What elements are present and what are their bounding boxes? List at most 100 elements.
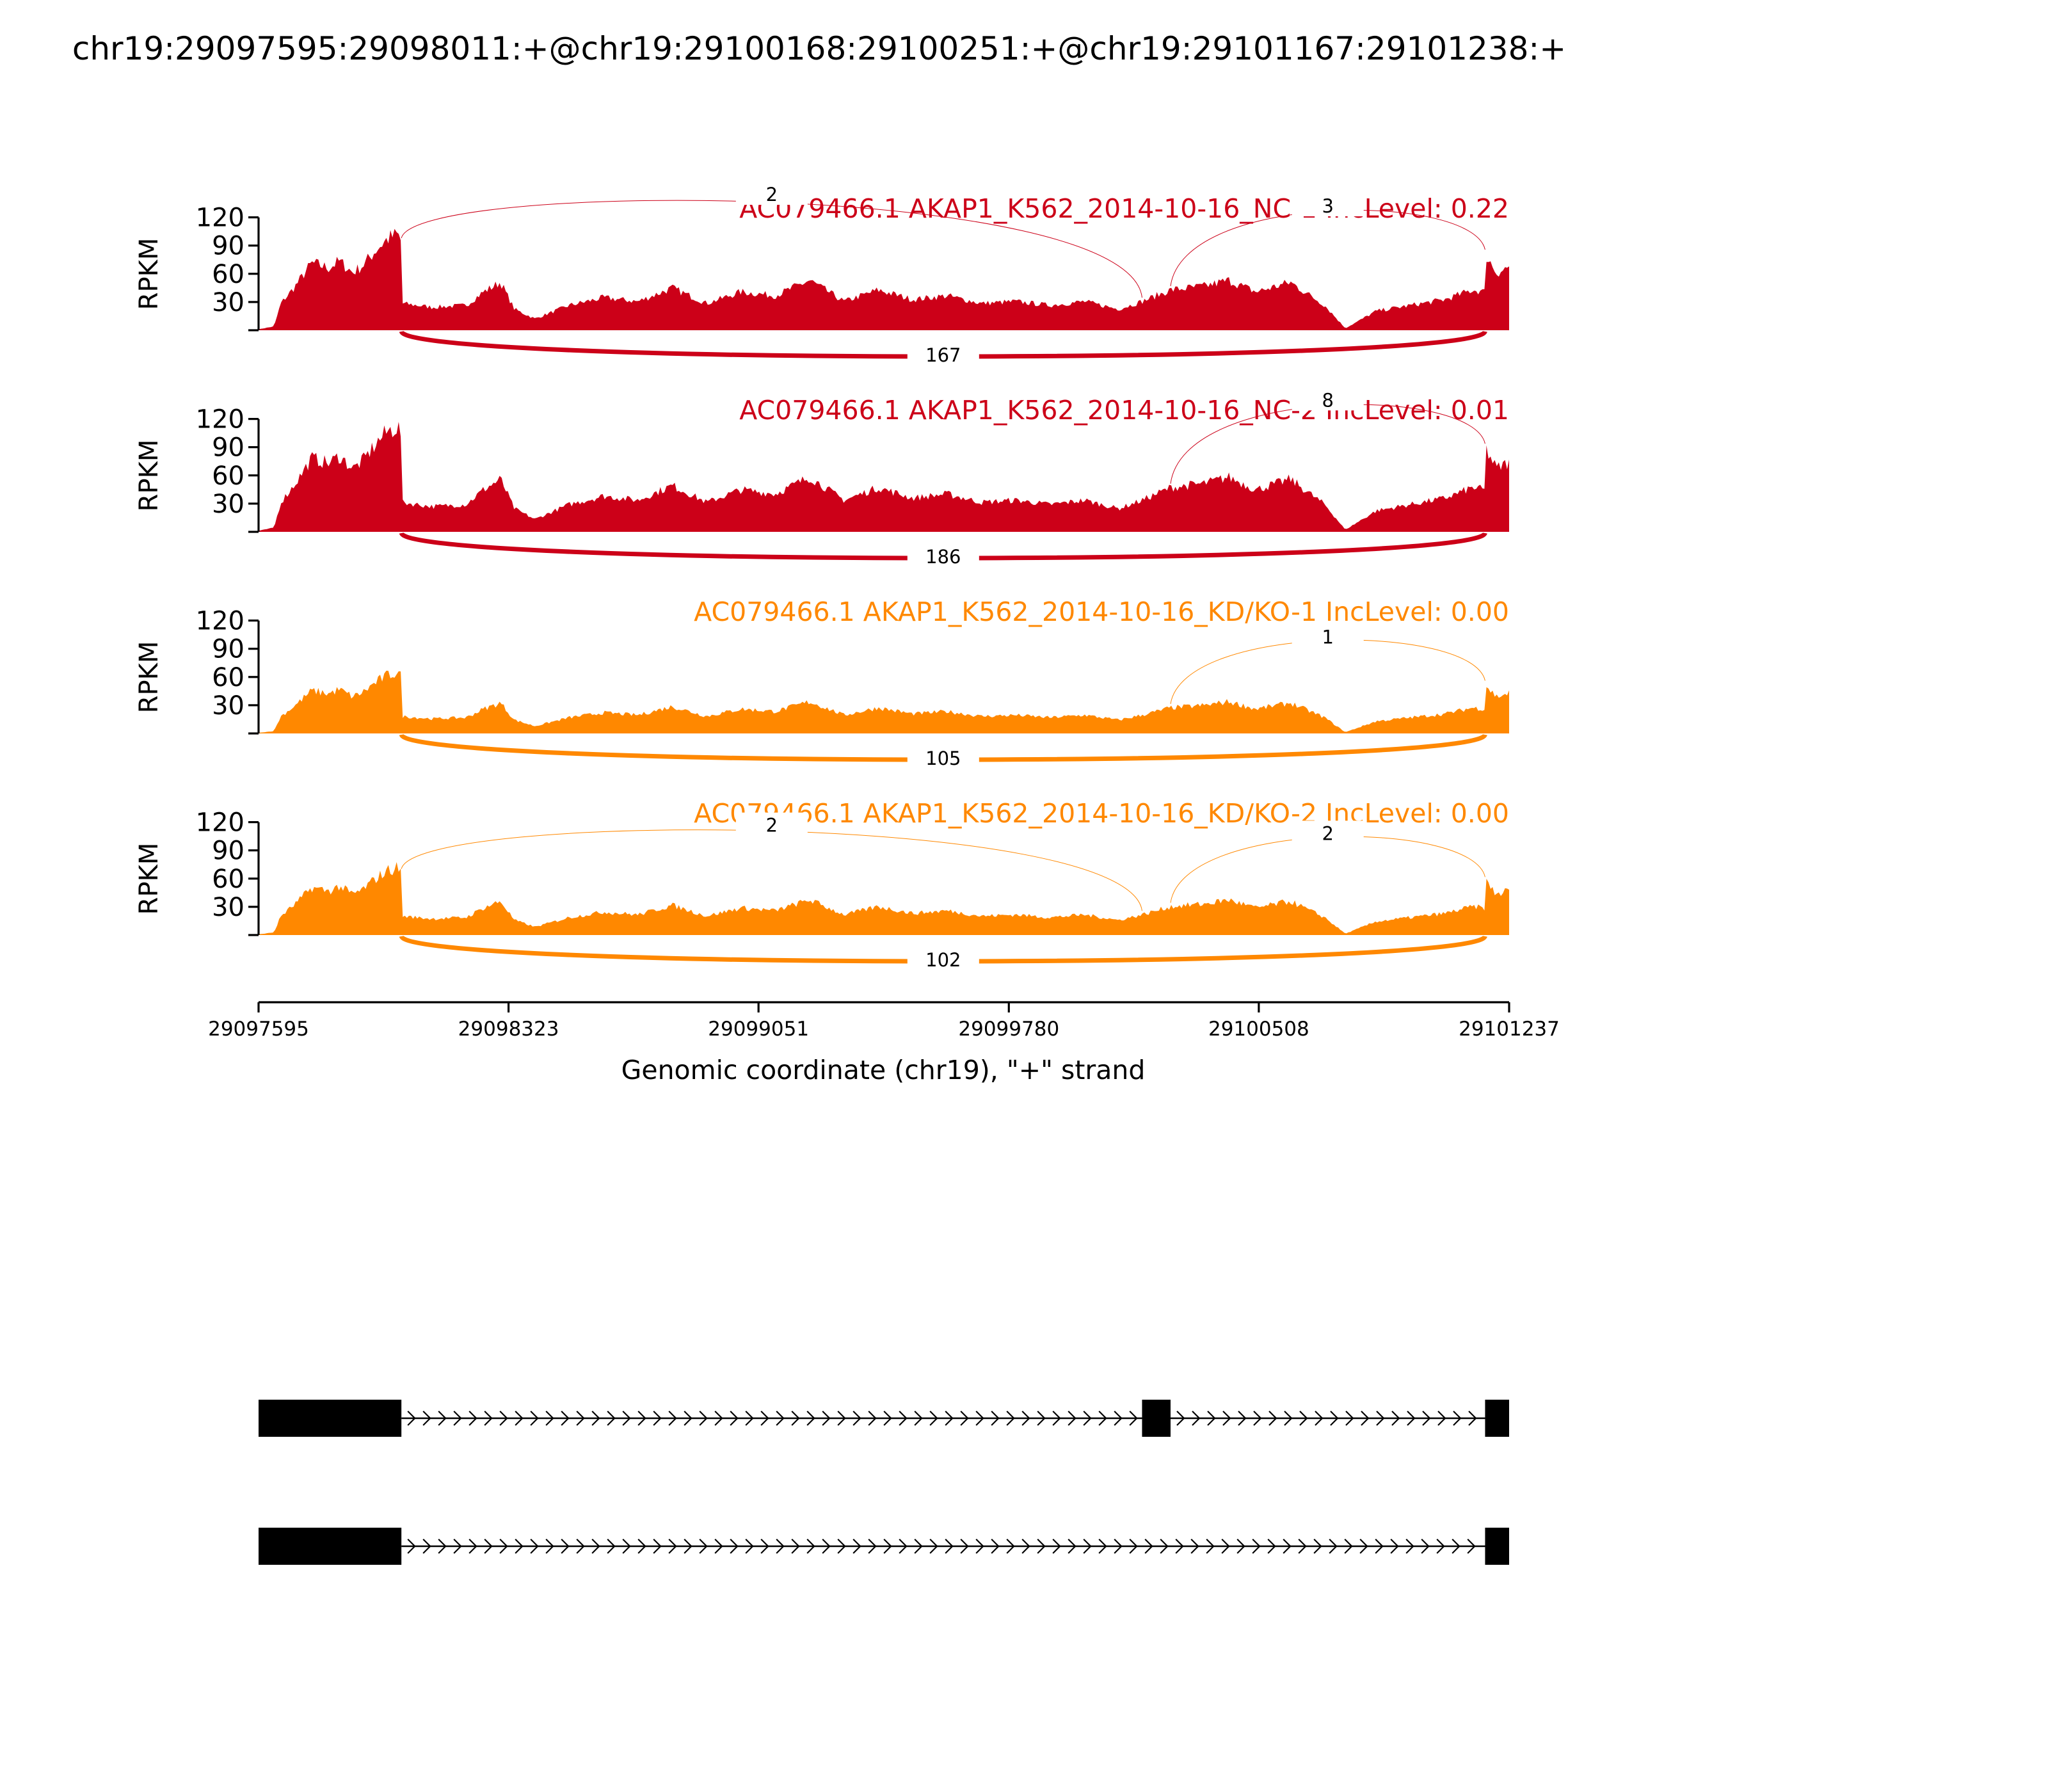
strand-arrow [1344, 1539, 1353, 1554]
y-tick-label: 60 [212, 865, 244, 894]
x-tick-label: 29101237 [1459, 1018, 1560, 1041]
track-label: AC079466.1 AKAP1_K562_2014-10-16_KD/KO-1… [694, 596, 1509, 627]
x-axis-label: Genomic coordinate (chr19), "+" strand [621, 1055, 1146, 1085]
strand-arrow [545, 1411, 554, 1426]
strand-arrow [837, 1539, 846, 1554]
strand-arrow [1006, 1539, 1015, 1554]
strand-arrow [776, 1539, 785, 1554]
exon-block [259, 1400, 402, 1437]
strand-arrow [914, 1411, 923, 1426]
strand-arrow [1021, 1539, 1030, 1554]
strand-arrow [929, 1539, 938, 1554]
strand-arrow [1405, 1539, 1414, 1554]
strand-arrow [1144, 1539, 1153, 1554]
strand-arrow [714, 1539, 723, 1554]
y-axis-label: RPKM [134, 238, 164, 310]
strand-arrow [407, 1539, 416, 1554]
strand-arrow [1330, 1411, 1339, 1426]
strand-arrow [1207, 1411, 1216, 1426]
strand-arrow [684, 1411, 692, 1426]
strand-arrow [499, 1539, 508, 1554]
strand-arrow [1390, 1539, 1399, 1554]
strand-arrow [1436, 1539, 1445, 1554]
junction-label-bg [1292, 624, 1364, 648]
y-axis-label: RPKM [134, 843, 164, 915]
y-tick-label: 30 [212, 691, 244, 721]
strand-arrow [1422, 1411, 1431, 1426]
track-label: AC079466.1 AKAP1_K562_2014-10-16_NC-1 In… [739, 193, 1509, 224]
strand-arrow [653, 1411, 662, 1426]
strand-arrow [899, 1539, 908, 1554]
strand-arrow [945, 1539, 954, 1554]
strand-arrow [1407, 1411, 1416, 1426]
strand-arrow [714, 1411, 723, 1426]
strand-arrow [883, 1539, 892, 1554]
strand-arrow [1267, 1539, 1276, 1554]
strand-arrow [991, 1539, 1000, 1554]
strand-arrow [1068, 1411, 1076, 1426]
junction-label-bg [735, 182, 808, 205]
strand-arrow [438, 1539, 447, 1554]
x-tick-label: 29099780 [958, 1018, 1059, 1041]
strand-arrow [1391, 1411, 1400, 1426]
strand-arrow [1284, 1411, 1293, 1426]
coverage-area [259, 228, 1509, 330]
y-axis-label: RPKM [134, 641, 164, 714]
strand-arrow [852, 1411, 861, 1426]
strand-arrow [1361, 1411, 1370, 1426]
junction-count: 102 [925, 949, 961, 971]
strand-arrow [1298, 1539, 1307, 1554]
strand-arrow [806, 1539, 815, 1554]
y-tick-label: 90 [212, 635, 244, 664]
strand-arrow [637, 1411, 646, 1426]
y-tick-label: 90 [212, 836, 244, 866]
strand-arrow [1021, 1411, 1030, 1426]
strand-arrow [1452, 1539, 1460, 1554]
strand-arrow [653, 1539, 662, 1554]
strand-arrow [1037, 1411, 1046, 1426]
exon-block [1142, 1400, 1171, 1437]
strand-arrow [776, 1411, 785, 1426]
strand-arrow [622, 1411, 631, 1426]
strand-arrow [422, 1411, 431, 1426]
y-tick-label: 120 [196, 607, 244, 636]
strand-arrow [1221, 1539, 1230, 1554]
strand-arrow [1129, 1411, 1138, 1426]
strand-arrow [468, 1539, 477, 1554]
strand-arrow [1252, 1539, 1261, 1554]
strand-arrow [407, 1411, 416, 1426]
junction-count: 186 [925, 546, 961, 568]
strand-arrow [730, 1539, 739, 1554]
strand-arrow [960, 1539, 969, 1554]
strand-arrow [438, 1411, 447, 1426]
strand-arrow [684, 1539, 692, 1554]
junction-arc [1170, 836, 1485, 903]
strand-arrow [1467, 1539, 1476, 1554]
strand-arrow [745, 1411, 754, 1426]
strand-arrow [591, 1539, 600, 1554]
strand-arrow [607, 1539, 616, 1554]
y-tick-label: 60 [212, 260, 244, 289]
strand-arrow [1238, 1411, 1247, 1426]
strand-arrow [591, 1411, 600, 1426]
strand-arrow [868, 1411, 877, 1426]
strand-arrow [1006, 1411, 1015, 1426]
junction-label-bg [735, 812, 808, 836]
strand-arrow [576, 1539, 585, 1554]
strand-arrow [899, 1411, 908, 1426]
y-tick-label: 120 [196, 204, 244, 233]
strand-arrow [1236, 1539, 1245, 1554]
junction-label-bg [907, 342, 979, 365]
strand-arrow [760, 1539, 769, 1554]
strand-arrow [530, 1411, 539, 1426]
strand-arrow [668, 1411, 677, 1426]
strand-arrow [1421, 1539, 1430, 1554]
y-tick-label: 30 [212, 893, 244, 922]
strand-arrow [975, 1411, 984, 1426]
gene-model-1 [259, 1400, 1509, 1437]
strand-arrow [883, 1411, 892, 1426]
coverage-area [259, 862, 1509, 935]
